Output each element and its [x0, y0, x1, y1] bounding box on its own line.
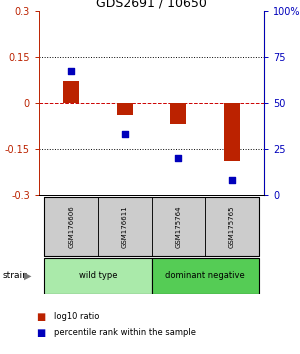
Bar — [44, 197, 259, 256]
Point — [122, 131, 127, 137]
Text: ■: ■ — [36, 312, 45, 322]
Bar — [44, 197, 98, 256]
Text: GSM175764: GSM175764 — [175, 205, 181, 248]
Bar — [152, 258, 259, 294]
Text: wild type: wild type — [79, 272, 117, 280]
Title: GDS2691 / 10650: GDS2691 / 10650 — [96, 0, 207, 10]
Text: percentile rank within the sample: percentile rank within the sample — [54, 328, 196, 337]
Bar — [44, 258, 152, 294]
Point — [176, 155, 181, 161]
Text: strain: strain — [3, 272, 29, 280]
Bar — [63, 81, 79, 103]
Bar — [224, 103, 240, 161]
Text: log10 ratio: log10 ratio — [54, 312, 99, 321]
Bar — [152, 197, 205, 256]
Text: ■: ■ — [36, 328, 45, 338]
Bar — [98, 197, 152, 256]
Text: GSM176606: GSM176606 — [68, 205, 74, 248]
Bar — [205, 197, 259, 256]
Text: dominant negative: dominant negative — [165, 272, 245, 280]
Bar — [117, 103, 133, 115]
Text: GSM175765: GSM175765 — [229, 205, 235, 248]
Bar — [170, 103, 186, 124]
Text: ▶: ▶ — [24, 271, 32, 281]
Point — [230, 177, 234, 183]
Text: GSM176611: GSM176611 — [122, 205, 128, 248]
Point — [69, 69, 74, 74]
